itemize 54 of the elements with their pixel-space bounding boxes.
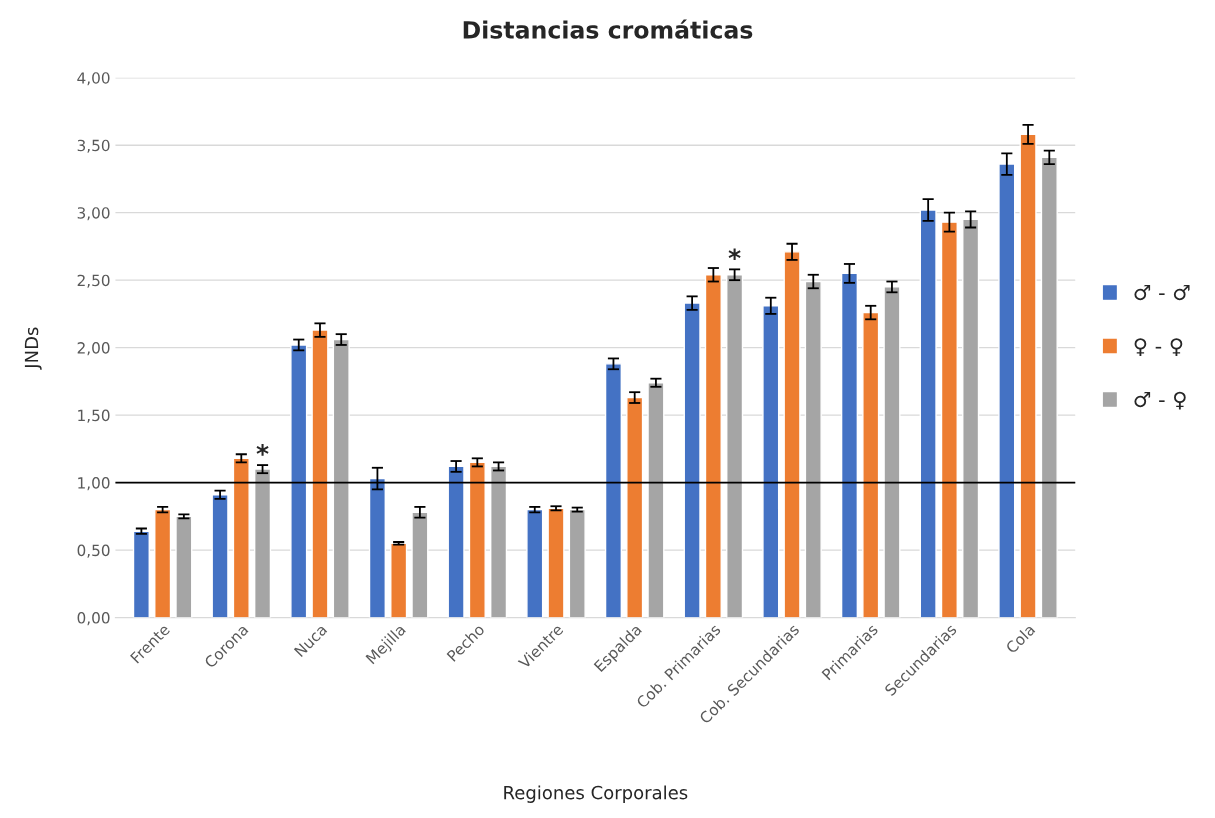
bar [411, 511, 429, 618]
legend-label: ♂ - ♂ [1134, 284, 1190, 301]
bar [211, 494, 229, 618]
bar [962, 218, 980, 618]
bar [998, 163, 1016, 618]
bar [726, 274, 744, 618]
x-tick-label: Cola [1004, 623, 1036, 654]
bar [526, 508, 544, 618]
y-tick-label: 2,00 [77, 342, 110, 356]
bar [604, 363, 623, 618]
bar [468, 461, 486, 618]
bar [232, 457, 250, 618]
bar [840, 272, 859, 618]
legend-label: ♀ - ♀ [1134, 338, 1183, 357]
bar [132, 530, 150, 618]
bar [762, 305, 780, 618]
bar [290, 344, 308, 618]
bar [568, 508, 586, 618]
y-tick-label: 0,50 [77, 544, 110, 558]
bar [626, 396, 644, 618]
bar [368, 477, 386, 618]
y-tick-label: 1,50 [78, 409, 110, 423]
bar [332, 338, 350, 618]
bar [447, 465, 465, 618]
y-tick-label: 1,00 [78, 477, 110, 491]
y-tick-label: 4,00 [77, 72, 110, 86]
annotation: * [256, 444, 269, 456]
chart-title: Distancias cromáticas [463, 19, 753, 39]
y-tick-label: 3,00 [77, 207, 110, 221]
y-tick-label: 2,50 [77, 274, 110, 288]
x-axis-title: Regiones Corporales [504, 785, 688, 803]
bar [940, 221, 958, 618]
y-tick-label: 0,00 [77, 612, 110, 626]
bar [490, 465, 508, 618]
bar [311, 329, 329, 618]
y-axis-title: JNDs [24, 327, 42, 370]
bar [683, 302, 701, 618]
bar [1040, 156, 1058, 618]
bar [1019, 133, 1037, 618]
y-tick-label: 3,50 [77, 139, 110, 153]
bar [390, 542, 408, 618]
legend-label: ♂ - ♀ [1134, 391, 1186, 410]
bar [647, 382, 665, 618]
bar [862, 311, 880, 618]
bar [919, 209, 937, 618]
bar [804, 280, 822, 618]
bar [154, 508, 172, 618]
bar [175, 515, 193, 618]
bar [253, 468, 272, 618]
bar [704, 274, 722, 618]
annotation: * [728, 248, 741, 260]
bar [783, 251, 801, 618]
bar [883, 286, 901, 618]
bar [547, 507, 565, 618]
